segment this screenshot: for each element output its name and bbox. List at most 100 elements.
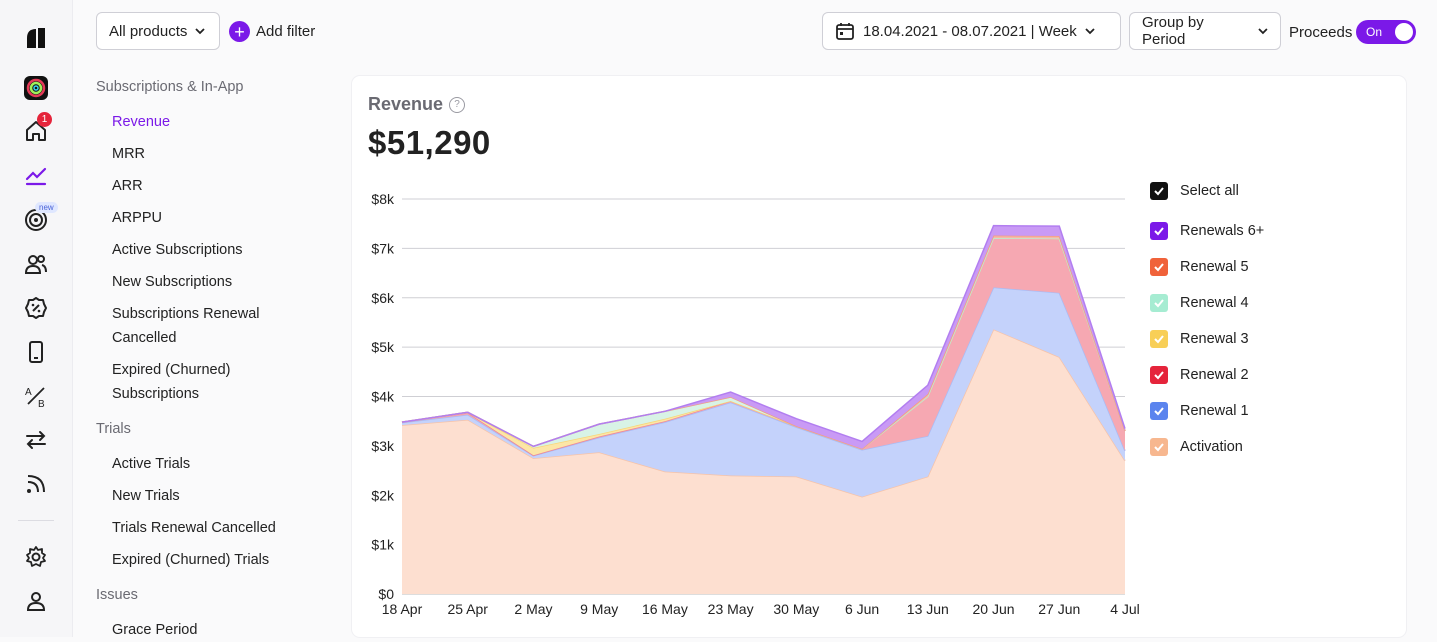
legend-item-label: Renewal 5 [1180,259,1249,275]
checkbox-checked-icon[interactable] [1150,366,1168,384]
analytics-icon[interactable] [22,162,50,190]
legend-item[interactable]: Renewal 5 [1150,258,1249,276]
chevron-down-icon [1258,28,1268,35]
legend-item-label: Renewals 6+ [1180,223,1265,239]
nav-item-arppu[interactable]: ARPPU [112,210,162,226]
x-tick-label: 27 Jun [1038,601,1080,617]
legend-select-all[interactable]: Select all [1150,182,1239,200]
x-tick-label: 4 Jul [1110,601,1140,617]
x-tick-label: 25 Apr [447,601,488,617]
area-renewal-1[interactable] [402,287,1125,497]
card-title-text: Revenue [368,94,444,114]
date-range-picker[interactable]: 18.04.2021 - 08.07.2021 | Week [822,12,1121,50]
checkbox-checked-icon[interactable] [1150,438,1168,456]
nav-item-arr[interactable]: ARR [112,178,143,194]
checkbox-checked-icon[interactable] [1150,330,1168,348]
proceeds-toggle-label: On [1366,25,1383,39]
account-icon[interactable] [22,587,50,615]
nav-item-subscriptions-renewal-cancelled[interactable]: Subscriptions Renewal Cancelled [112,306,260,346]
x-tick-label: 6 Jun [845,601,879,617]
x-tick-label: 30 May [773,601,819,617]
device-icon[interactable] [22,338,50,366]
legend-item[interactable]: Activation [1150,438,1243,456]
x-tick-label: 20 Jun [973,601,1015,617]
legend-item-label: Renewal 4 [1180,295,1249,311]
new-badge: new [35,202,58,213]
date-range-label: 18.04.2021 - 08.07.2021 | Week [863,22,1077,40]
series-line [401,224,1126,448]
nav-item-trials-renewal-cancelled[interactable]: Trials Renewal Cancelled [112,520,276,536]
app-icon[interactable] [22,74,50,102]
add-filter-button[interactable]: + Add filter [229,21,315,42]
legend-item[interactable]: Renewal 1 [1150,402,1249,420]
checkbox-checked-icon[interactable] [1150,294,1168,312]
x-tick-label: 13 Jun [907,601,949,617]
plus-icon: + [229,21,250,42]
area-activation[interactable] [402,329,1125,594]
home-badge: 1 [37,112,52,127]
logo-icon[interactable] [22,24,50,52]
nav-item-active-trials[interactable]: Active Trials [112,456,191,472]
nav-item-new-trials[interactable]: New Trials [112,488,180,504]
group-by-dropdown[interactable]: Group by Period [1129,12,1281,50]
legend-select-all-label: Select all [1180,183,1239,199]
y-tick-label: $2k [371,487,395,503]
legend-item[interactable]: Renewal 2 [1150,366,1249,384]
calendar-icon [836,23,854,40]
x-tick-label: 9 May [580,601,618,617]
rail-divider [18,520,54,521]
nav-section-issues: Issues [96,587,138,603]
discount-icon[interactable] [22,294,50,322]
transfer-icon[interactable] [22,426,50,454]
x-tick-label: 2 May [514,601,552,617]
nav-item-revenue[interactable]: Revenue [112,114,171,130]
x-tick-label: 23 May [708,601,754,617]
proceeds-label: Proceeds [1289,24,1353,41]
revenue-card: Revenue ? $51,290 $0 $1k $2k $3k $4k $5k $6k $7… [352,76,1406,637]
legend-item-label: Renewal 1 [1180,403,1249,419]
y-tick-label: $5k [371,339,395,355]
legend-item[interactable]: Renewal 4 [1150,294,1249,312]
products-label: All products [109,22,188,40]
legend-item-label: Activation [1180,439,1243,455]
toggle-knob [1395,23,1413,41]
settings-icon[interactable] [22,543,50,571]
nav-item-active-subscriptions[interactable]: Active Subscriptions [112,242,243,258]
proceeds-toggle[interactable]: On [1356,20,1416,44]
area-renewal-2[interactable] [402,238,1125,456]
chevron-down-icon [195,28,206,35]
y-tick-label: $8k [371,191,395,207]
products-dropdown[interactable]: All products [96,12,220,50]
help-icon[interactable]: ? [449,96,466,113]
checkbox-checked-icon[interactable] [1150,258,1168,276]
nav-item-expired-trials[interactable]: Expired (Churned) Trials [112,552,270,568]
svg-text:B: B [38,399,45,408]
nav-section-trials: Trials [96,421,131,437]
y-tick-label: $1k [371,537,395,553]
revenue-total: $51,290 [368,124,491,161]
users-icon[interactable] [22,250,50,278]
nav-item-new-subscriptions[interactable]: New Subscriptions [112,274,233,290]
checkbox-checked-icon[interactable] [1150,182,1168,200]
revenue-chart: $0 $1k $2k $3k $4k $5k $6k $7k $8k 18 Apr 25 Apr 2 … [371,191,1140,617]
add-filter-label: Add filter [256,23,316,40]
nav-item-grace-period[interactable]: Grace Period [112,622,198,638]
y-tick-label: $4k [371,389,395,405]
y-tick-label: $6k [371,290,395,306]
legend-item[interactable]: Renewal 3 [1150,330,1249,348]
y-tick-label: $3k [371,438,395,454]
legend-item[interactable]: Renewals 6+ [1150,222,1264,240]
nav-item-mrr[interactable]: MRR [112,146,146,162]
checkbox-checked-icon[interactable] [1150,222,1168,240]
nav-item-expired-subscriptions[interactable]: Expired (Churned) Subscriptions [112,362,231,402]
nav-section-subscriptions: Subscriptions & In-App [96,79,244,95]
feed-icon[interactable] [22,470,50,498]
legend-item-label: Renewal 3 [1180,331,1249,347]
svg-text:A: A [25,387,32,398]
x-tick-label: 18 Apr [382,601,423,617]
y-tick-label: $0 [378,586,394,602]
checkbox-checked-icon[interactable] [1150,402,1168,420]
legend-item-label: Renewal 2 [1180,367,1249,383]
